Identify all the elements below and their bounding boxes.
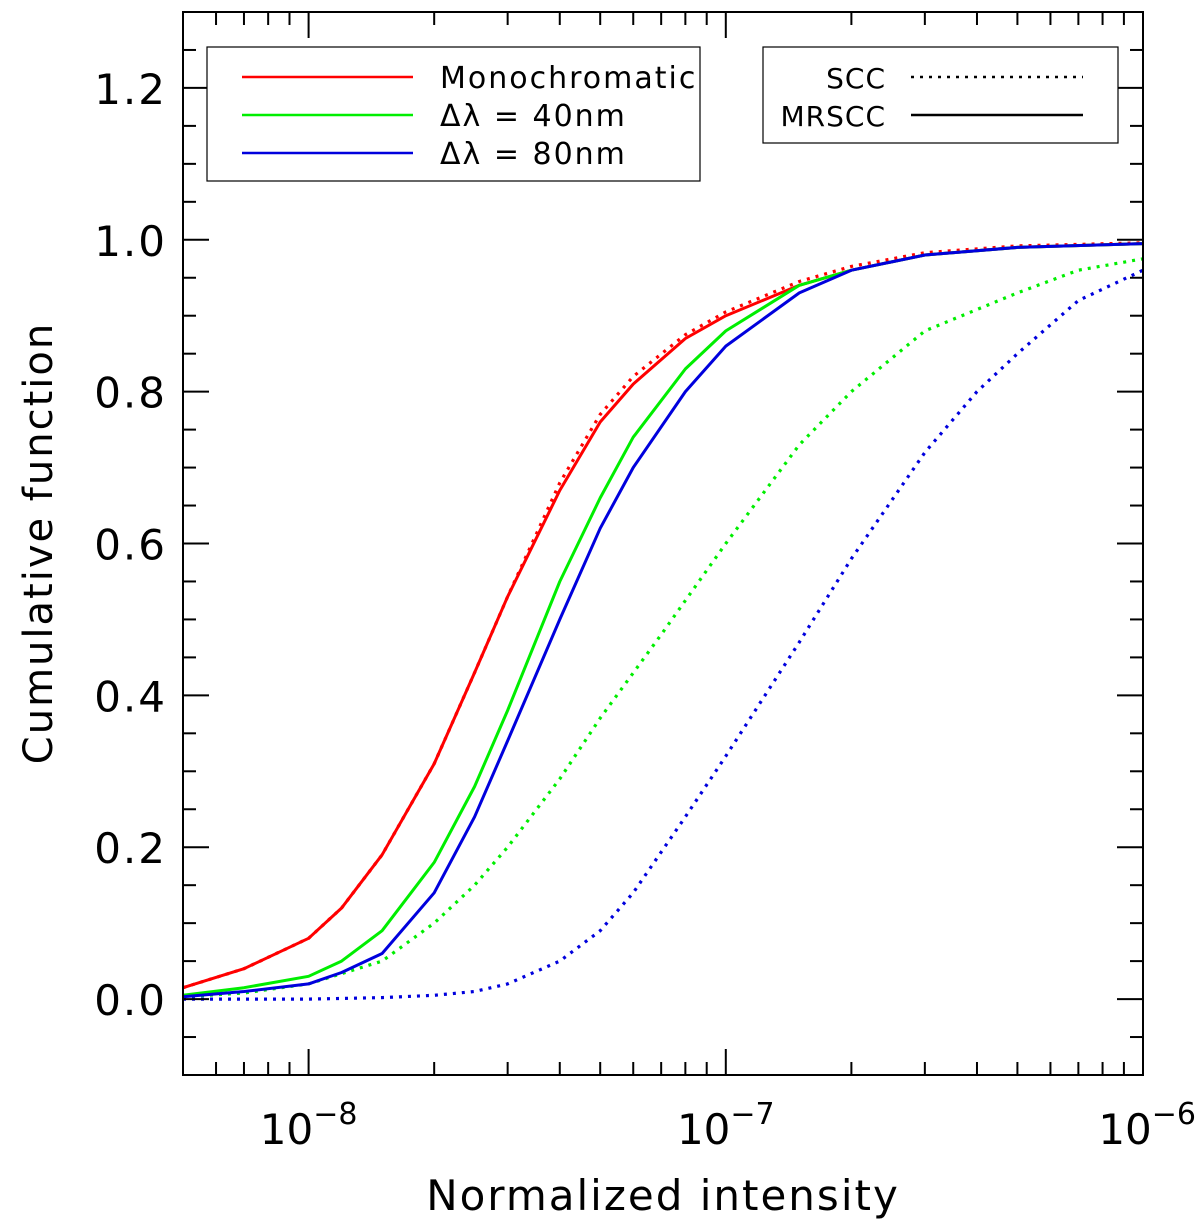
style-legend-label: MRSCC	[781, 100, 887, 133]
x-axis-label: Normalized intensity	[426, 1171, 900, 1220]
color-legend-label: Monochromatic	[440, 61, 697, 96]
ticks-layer	[182, 11, 1144, 1076]
color-legend-label: Δλ = 40nm	[440, 99, 627, 134]
style-legend-box	[762, 46, 1119, 144]
series-line-5	[183, 268, 1144, 1001]
x-tick-label: 10−7	[677, 1097, 775, 1154]
series-line-1	[182, 241, 1144, 990]
color-legend-label: Δλ = 80nm	[440, 137, 627, 172]
style-legend-label: SCC	[826, 62, 886, 95]
series-layer	[182, 241, 1144, 1001]
y-tick-label: 0.8	[94, 369, 167, 418]
plot-frame	[182, 11, 1144, 1076]
labels-layer: 0.0 0.2 0.4 0.6 0.8 1.0 1.2 10−8 10−7 10−6	[94, 65, 1196, 1154]
x-tick-label: 10−6	[1098, 1097, 1196, 1154]
series-line-3	[182, 257, 1144, 999]
y-tick-label: 0.4	[94, 672, 167, 721]
y-axis-label: Cumulative function	[16, 322, 62, 764]
style-legend: SCC MRSCC	[762, 46, 1119, 144]
y-tick-label: 0.0	[94, 976, 167, 1025]
y-tick-label: 1.2	[94, 65, 167, 114]
x-tick-label: 10−8	[260, 1097, 358, 1154]
series-line-0	[182, 242, 1144, 990]
y-tick-label: 1.0	[94, 217, 167, 266]
y-tick-label: 0.2	[94, 824, 167, 873]
series-line-4	[182, 242, 1144, 999]
style-legend-entries: SCC MRSCC	[781, 62, 1083, 133]
y-tick-label: 0.6	[94, 521, 167, 570]
